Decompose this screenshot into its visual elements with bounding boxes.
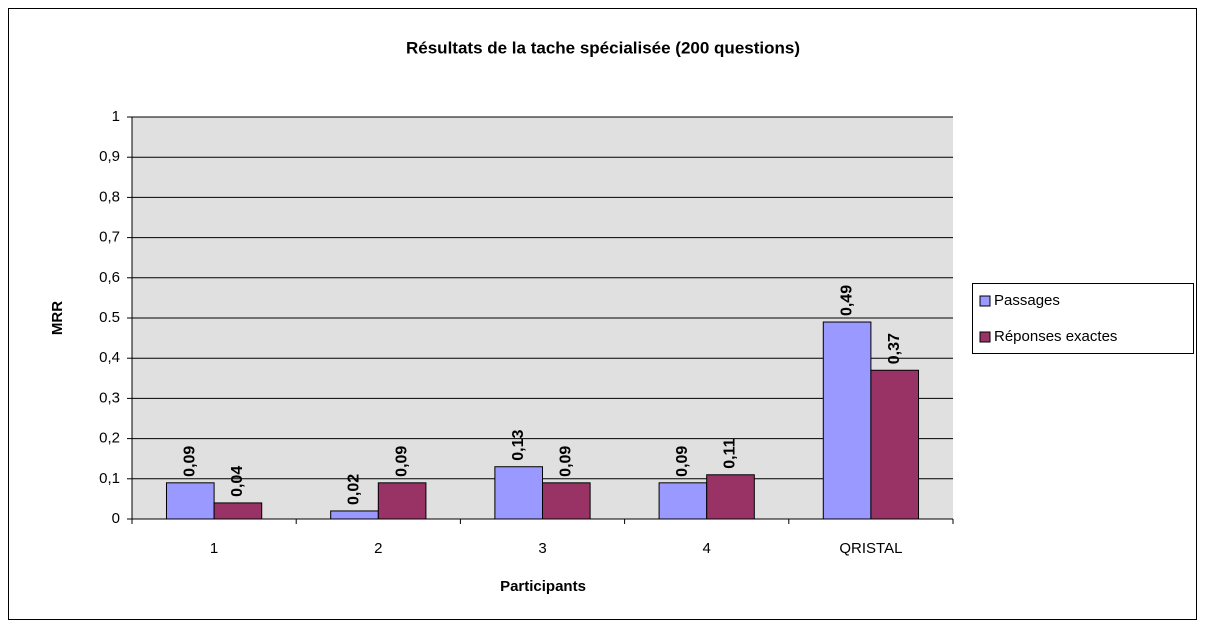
x-tick-label: 2	[374, 540, 382, 557]
value-label: 0,09	[558, 446, 575, 477]
value-label: 0,11	[722, 438, 739, 468]
bar	[377, 482, 427, 520]
legend-label: Passages	[994, 292, 1060, 309]
bar	[870, 369, 920, 520]
x-tick-label: QRISTAL	[839, 540, 902, 557]
x-tick-label: 1	[210, 540, 218, 557]
bar	[542, 482, 591, 520]
value-label: 0,09	[182, 446, 199, 477]
y-tick-label: 1	[112, 108, 120, 125]
bar	[706, 474, 755, 520]
value-label: 0,02	[346, 474, 363, 505]
y-tick-label: 0,4	[99, 349, 120, 366]
y-axis-title: MRR	[49, 301, 66, 335]
y-tick-label: 0	[112, 510, 120, 527]
legend-swatch	[979, 295, 991, 307]
y-tick-label: 0.5	[99, 309, 120, 326]
y-tick-label: 0,1	[99, 470, 120, 487]
y-tick-label: 0,9	[99, 148, 120, 165]
value-label: 0,04	[229, 466, 246, 497]
value-label: 0,37	[886, 333, 903, 364]
value-label: 0,49	[838, 285, 855, 316]
chart-title: Résultats de la tache spécialisée (200 q…	[406, 38, 800, 57]
x-tick-label: 3	[538, 540, 546, 557]
bar	[213, 502, 263, 520]
y-tick-label: 0,7	[99, 229, 120, 246]
bar	[330, 510, 379, 520]
bar	[822, 321, 872, 520]
bar	[658, 482, 708, 520]
y-tick-label: 0,2	[99, 430, 120, 447]
bar	[494, 466, 543, 520]
legend-label: Réponses exactes	[994, 328, 1117, 345]
value-label: 0,09	[674, 446, 691, 477]
bar	[165, 482, 215, 520]
y-tick-label: 0,3	[99, 389, 120, 406]
x-axis-title: Participants	[500, 578, 586, 595]
legend-box	[972, 283, 1194, 354]
y-tick-label: 0,6	[99, 269, 120, 286]
value-label: 0,13	[510, 429, 527, 460]
y-tick-label: 0,8	[99, 188, 120, 205]
legend-swatch	[979, 331, 991, 343]
x-tick-label: 4	[703, 540, 711, 557]
value-label: 0,09	[393, 446, 410, 477]
